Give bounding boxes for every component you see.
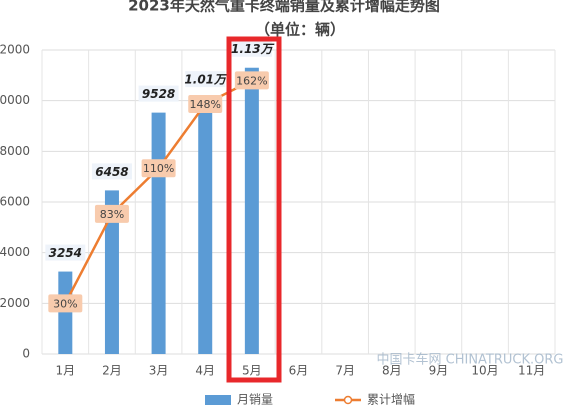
data-label: 30%: [53, 297, 77, 310]
x-tick-label: 5月: [242, 364, 262, 378]
data-label: 1.13万: [231, 42, 275, 56]
data-label: 6458: [95, 165, 128, 179]
x-tick-label: 3月: [149, 364, 169, 378]
chart-subtitle: （单位：辆）: [255, 21, 345, 39]
data-label-bg: [188, 95, 223, 114]
legend-label: 月销量: [237, 393, 273, 407]
data-label-bg: [91, 163, 132, 180]
highlight-box: [226, 36, 282, 383]
data-label: 9528: [142, 87, 175, 101]
data-label: 3254: [49, 246, 82, 260]
y-tick-label: 6000: [0, 195, 30, 209]
data-label-bg: [48, 294, 83, 313]
bar: [244, 67, 259, 354]
x-tick-label: 2月: [102, 364, 122, 378]
legend-label: 累计增幅: [367, 392, 415, 407]
data-label-bg: [94, 204, 129, 223]
y-tick-label: 10000: [0, 93, 30, 107]
chart-title: 2023年天然气重卡终端销量及累计增幅走势图: [128, 0, 440, 15]
bar: [58, 271, 73, 354]
bar: [151, 112, 166, 355]
y-tick-label: 0: [22, 347, 30, 361]
data-label: 1.01万: [184, 73, 228, 87]
y-tick-label: 12000: [0, 43, 30, 57]
x-tick-label: 10月: [471, 364, 498, 378]
bar: [198, 98, 213, 354]
y-tick-label: 8000: [0, 144, 30, 158]
x-tick-label: 1月: [55, 364, 75, 378]
data-label: 110%: [143, 162, 174, 175]
data-label-bg: [234, 71, 269, 90]
bar: [104, 190, 119, 354]
y-tick-label: 4000: [0, 245, 30, 259]
data-label: 148%: [190, 98, 221, 111]
data-label: 162%: [236, 74, 267, 87]
data-label-bg: [138, 85, 179, 102]
legend-swatch-point: [343, 395, 353, 405]
x-tick-label: 7月: [335, 364, 355, 378]
marks: 3254 6458 9528 1.01万 1.13万 30% 83% 110% 148% 162%: [45, 40, 275, 355]
data-label-bg: [185, 71, 226, 88]
legend-swatch: [205, 395, 231, 405]
data-label-bg: [231, 40, 272, 57]
watermark: 中国卡车网 CHINATRUCK.ORG: [377, 352, 564, 368]
data-label-bg: [141, 159, 176, 178]
data-label-bg: [45, 244, 86, 261]
x-tick-label: 9月: [429, 364, 449, 378]
x-tick-label: 4月: [195, 364, 215, 378]
y-tick-label: 2000: [0, 296, 30, 310]
x-tick-label: 8月: [382, 364, 402, 378]
x-tick-label: 6月: [289, 364, 309, 378]
data-label: 83%: [100, 208, 124, 221]
x-tick-label: 11月: [518, 364, 545, 378]
